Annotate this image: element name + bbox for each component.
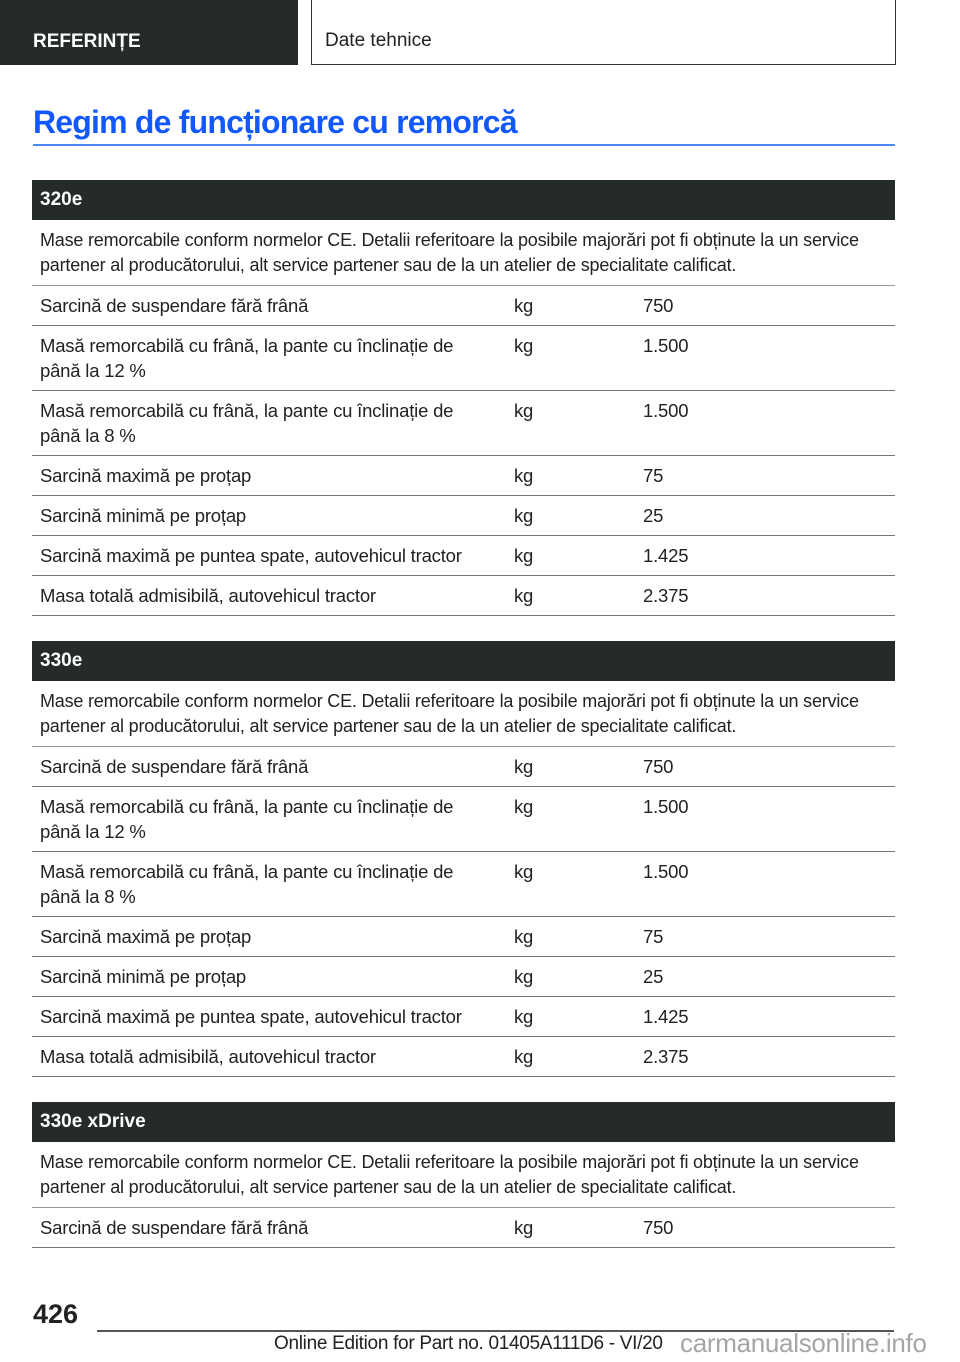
row-unit: kg (514, 585, 534, 606)
row-label: Sarcină maximă pe proțap (40, 926, 252, 947)
header-chapter-tab: Date tehnice (311, 0, 896, 65)
table-row: Sarcină maximă pe puntea spate, autovehi… (32, 997, 895, 1037)
model-heading: 330e (32, 641, 895, 681)
row-value: 1.500 (643, 861, 689, 882)
row-unit: kg (514, 1046, 534, 1067)
row-label: Sarcină de suspendare fără frână (40, 756, 309, 777)
row-unit: kg (514, 756, 534, 777)
table-description: Mase remorcabile conform normelor CE. De… (32, 681, 895, 747)
table-row: Sarcină minimă pe proțap kg 25 (32, 957, 895, 997)
row-unit: kg (514, 335, 534, 356)
row-value: 25 (643, 966, 664, 987)
row-label: Masă remorcabilă cu frână, la pante cu î… (40, 335, 454, 381)
row-label: Sarcină maximă pe proțap (40, 465, 252, 486)
row-value: 1.500 (643, 400, 689, 421)
row-label: Sarcină minimă pe proțap (40, 966, 246, 987)
table-row: Sarcină maximă pe proțap kg 75 (32, 917, 895, 957)
row-value: 2.375 (643, 1046, 689, 1067)
row-value: 75 (643, 926, 664, 947)
table-row: Masă remorcabilă cu frână, la pante cu î… (32, 852, 895, 917)
row-label: Masa totală admisibilă, autovehicul trac… (40, 1046, 376, 1067)
row-value: 2.375 (643, 585, 689, 606)
row-value: 1.500 (643, 335, 689, 356)
row-value: 750 (643, 295, 674, 316)
table-row: Sarcină de suspendare fără frână kg 750 (32, 1208, 895, 1248)
row-value: 1.425 (643, 545, 689, 566)
spec-table: 320e Mase remorcabile conform normelor CE… (32, 180, 895, 616)
row-label: Masă remorcabilă cu frână, la pante cu î… (40, 796, 454, 842)
row-value: 750 (643, 1217, 674, 1238)
row-value: 1.500 (643, 796, 689, 817)
watermark-logo: carmanualsonline.info (680, 1328, 927, 1358)
header-section-label: REFERINȚE (33, 31, 141, 52)
row-label: Masa totală admisibilă, autovehicul trac… (40, 585, 376, 606)
row-unit: kg (514, 926, 534, 947)
table-row: Sarcină de suspendare fără frână kg 750 (32, 286, 895, 326)
footer-divider (97, 1330, 894, 1332)
model-heading: 330e xDrive (32, 1102, 895, 1142)
table-row: Masă remorcabilă cu frână, la pante cu î… (32, 326, 895, 391)
row-label: Sarcină maximă pe puntea spate, autovehi… (40, 545, 462, 566)
header-chapter-label: Date tehnice (325, 30, 432, 51)
table-row: Masa totală admisibilă, autovehicul trac… (32, 576, 895, 616)
table-description: Mase remorcabile conform normelor CE. De… (32, 1142, 895, 1208)
table-row: Masă remorcabilă cu frână, la pante cu î… (32, 787, 895, 852)
header-section-tab: REFERINȚE (0, 0, 298, 65)
table-row: Sarcină maximă pe puntea spate, autovehi… (32, 536, 895, 576)
row-value: 750 (643, 756, 674, 777)
row-unit: kg (514, 861, 534, 882)
table-row: Masa totală admisibilă, autovehicul trac… (32, 1037, 895, 1077)
page-number: 426 (33, 1299, 79, 1329)
row-unit: kg (514, 295, 534, 316)
page-title: Regim de funcționare cu remorcă (33, 104, 518, 140)
table-row: Sarcină minimă pe proțap kg 25 (32, 496, 895, 536)
row-unit: kg (514, 545, 534, 566)
row-unit: kg (514, 1006, 534, 1027)
row-unit: kg (514, 400, 534, 421)
table-description: Mase remorcabile conform normelor CE. De… (32, 220, 895, 286)
row-label: Masă remorcabilă cu frână, la pante cu î… (40, 400, 454, 446)
row-unit: kg (514, 465, 534, 486)
table-row: Sarcină de suspendare fără frână kg 750 (32, 747, 895, 787)
row-unit: kg (514, 1217, 534, 1238)
row-label: Sarcină maximă pe puntea spate, autovehi… (40, 1006, 462, 1027)
row-value: 1.425 (643, 1006, 689, 1027)
table-row: Sarcină maximă pe proțap kg 75 (32, 456, 895, 496)
footer-edition: Online Edition for Part no. 01405A111D6 … (274, 1333, 663, 1354)
row-value: 25 (643, 505, 664, 526)
title-divider (33, 144, 895, 146)
row-label: Sarcină minimă pe proțap (40, 505, 246, 526)
spec-table: 330e xDrive Mase remorcabile conform norm… (32, 1102, 895, 1248)
row-unit: kg (514, 505, 534, 526)
row-label: Sarcină de suspendare fără frână (40, 295, 309, 316)
model-heading: 320e (32, 180, 895, 220)
row-unit: kg (514, 796, 534, 817)
row-value: 75 (643, 465, 664, 486)
table-row: Masă remorcabilă cu frână, la pante cu î… (32, 391, 895, 456)
row-label: Sarcină de suspendare fără frână (40, 1217, 309, 1238)
row-label: Masă remorcabilă cu frână, la pante cu î… (40, 861, 454, 907)
spec-table: 330e Mase remorcabile conform normelor CE… (32, 641, 895, 1077)
row-unit: kg (514, 966, 534, 987)
